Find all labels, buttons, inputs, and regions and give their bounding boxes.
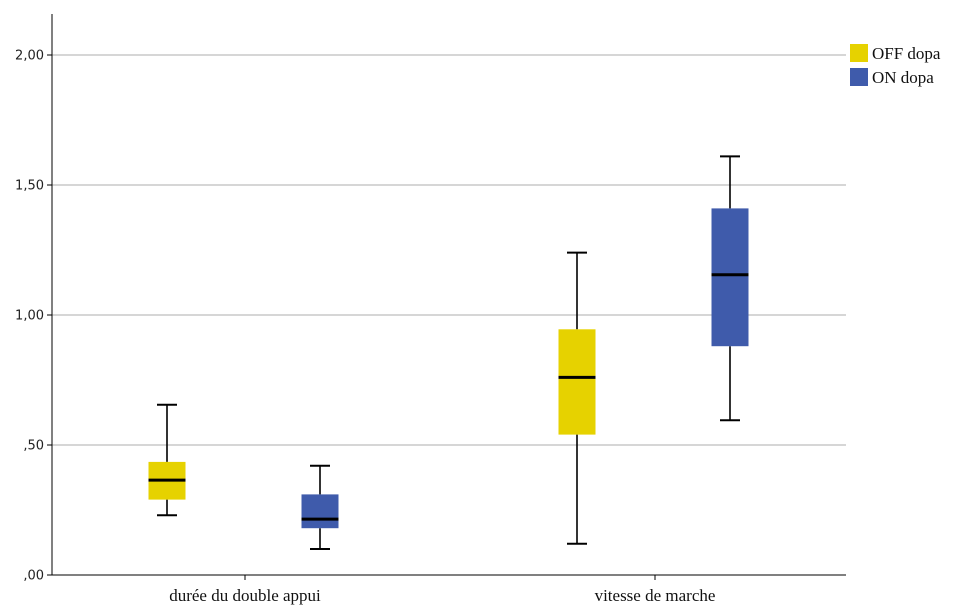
box-iqr xyxy=(711,208,749,347)
y-tick-label: 1,50 xyxy=(15,179,44,194)
y-tick-label: ,50 xyxy=(23,439,44,454)
box-iqr xyxy=(558,329,596,435)
legend-label: OFF dopa xyxy=(872,44,941,63)
box-iqr xyxy=(301,494,339,529)
y-tick-label: 1,00 xyxy=(15,309,44,324)
x-category-label: durée du double appui xyxy=(169,586,321,605)
legend-label: ON dopa xyxy=(872,68,934,87)
legend-swatch xyxy=(850,68,868,86)
x-category-label: vitesse de marche xyxy=(595,586,716,605)
y-tick-label: ,00 xyxy=(23,569,44,584)
y-tick-label: 2,00 xyxy=(15,49,44,64)
legend-swatch xyxy=(850,44,868,62)
